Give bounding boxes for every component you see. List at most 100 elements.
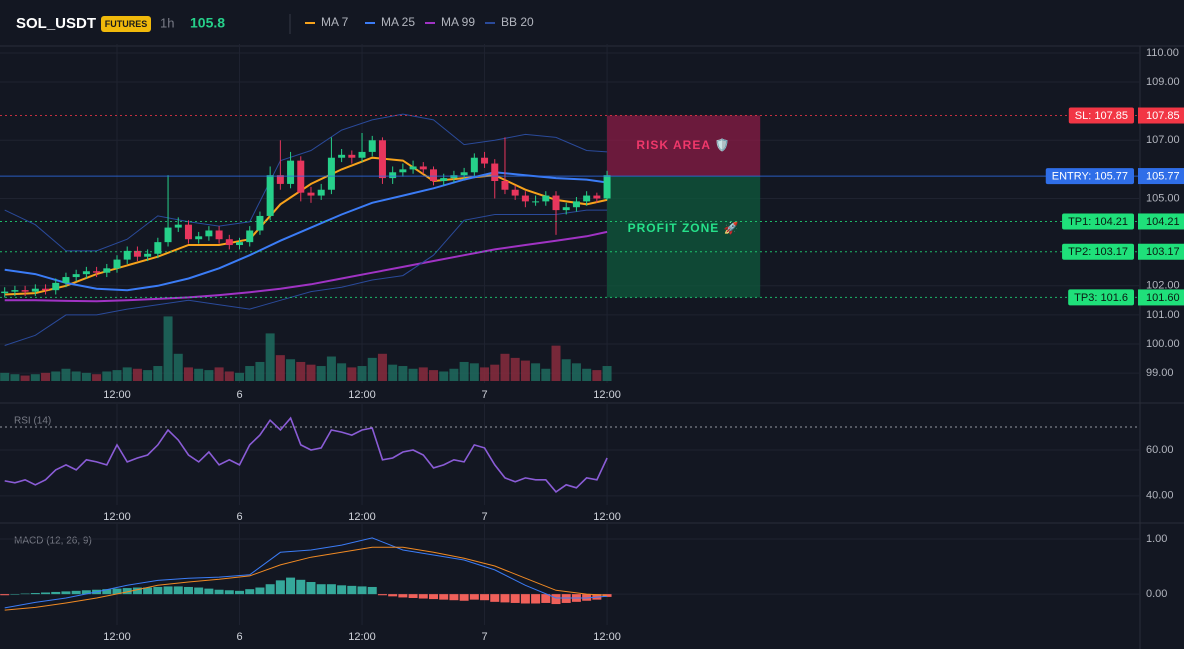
candle-body (450, 175, 458, 179)
macd-histogram-bar (388, 594, 398, 597)
x-tick-label: 12:00 (348, 511, 376, 523)
macd-histogram-bar (122, 588, 132, 595)
candle-body (225, 239, 233, 246)
candle-body (123, 250, 131, 260)
volume-bar (306, 364, 316, 381)
legend-label: MA 7 (321, 15, 349, 29)
macd-histogram-bar (71, 590, 81, 595)
macd-histogram-bar (469, 594, 479, 600)
candle-body (552, 195, 560, 211)
volume-bar (571, 363, 581, 381)
volume-bar (367, 357, 377, 381)
volume-bar (296, 361, 306, 381)
macd-histogram-bar (316, 584, 326, 595)
candle-body (399, 169, 407, 173)
candle-body (236, 242, 244, 246)
candle-body (481, 157, 489, 164)
macd-histogram-bar (408, 594, 418, 598)
volume-bar (112, 370, 122, 381)
indicator-line (4, 209, 608, 346)
candle-body (470, 157, 478, 173)
axis-tag-bg (1138, 168, 1184, 185)
macd-histogram-bar (61, 591, 71, 595)
candle-body (460, 172, 468, 176)
candle-body (164, 227, 172, 243)
candle-body (572, 201, 580, 208)
candle-body (21, 290, 29, 292)
candle-body (521, 195, 529, 202)
macd-histogram-bar (377, 594, 387, 596)
volume-bar (183, 367, 193, 381)
axis-tag-bg (1138, 213, 1184, 230)
macd-histogram-bar (204, 588, 214, 595)
volume-bar (255, 361, 265, 381)
volume-bar (602, 366, 612, 381)
candle-body (542, 195, 550, 202)
candle-body (603, 175, 611, 199)
candle-body (389, 172, 397, 179)
macd-histogram-bar (0, 594, 10, 596)
indicator-line (4, 113, 608, 252)
volume-bar (51, 371, 61, 381)
y-tick-label: 101.00 (1146, 309, 1180, 321)
legend-label: MA 25 (381, 15, 415, 29)
volume-bar (520, 360, 530, 381)
macd-histogram-bar (112, 588, 122, 595)
volume-bar (163, 316, 173, 381)
macd-histogram-bar (10, 594, 20, 595)
macd-histogram-bar (541, 594, 551, 603)
macd-histogram-bar (296, 579, 306, 595)
candle-body (327, 157, 335, 190)
macd-histogram-bar (439, 594, 449, 600)
x-tick-label: 7 (481, 631, 487, 643)
macd-histogram-bar (582, 594, 592, 601)
x-tick-label: 6 (236, 511, 242, 523)
y-tick-label: 100.00 (1146, 338, 1180, 350)
macd-histogram-bar (30, 593, 40, 595)
macd-histogram-bar (286, 577, 296, 595)
macd-histogram-bar (224, 590, 234, 595)
candle-body (174, 224, 182, 228)
candle-body (215, 230, 223, 240)
badge: FUTURES (105, 19, 148, 29)
level-tag: SL: 107.85 (1075, 110, 1128, 122)
volume-bar (10, 374, 20, 381)
macd-histogram-bar (459, 594, 469, 601)
x-tick-label: 7 (481, 389, 487, 401)
volume-bar (61, 368, 71, 381)
indicator-line (4, 171, 608, 292)
level-tag-bg (1045, 168, 1134, 185)
macd-histogram-bar (337, 585, 347, 595)
macd-histogram-bar (326, 584, 336, 595)
candle-body (287, 160, 295, 184)
macd-line (4, 537, 608, 609)
candle-body (338, 154, 346, 158)
candle-body (154, 242, 162, 254)
volume-bar (377, 353, 387, 381)
rsi-title: RSI (14) (14, 416, 51, 427)
volume-bar (0, 372, 10, 381)
volume-bar (347, 367, 357, 381)
volume-bar (92, 374, 102, 381)
level-tag: TP3: 101.6 (1074, 292, 1128, 304)
legend-label: BB 20 (501, 15, 534, 29)
symbol: SOL_USDT (16, 15, 96, 32)
volume-bar (153, 366, 163, 381)
y-tick-label: 107.00 (1146, 134, 1180, 146)
candle-body (144, 253, 152, 257)
macd-title: MACD (12, 26, 9) (14, 536, 92, 547)
y-tick-label: 0.00 (1146, 588, 1167, 600)
volume-bar (490, 364, 500, 381)
candle-body (378, 140, 386, 179)
volume-bar (275, 355, 285, 381)
volume-bar (388, 364, 398, 381)
candle-body (429, 169, 437, 182)
axis-tag: 105.77 (1146, 170, 1180, 182)
macd-histogram-bar (245, 589, 255, 595)
axis-tag: 101.60 (1146, 292, 1180, 304)
y-tick-label: 109.00 (1146, 76, 1180, 88)
candle-body (511, 189, 519, 196)
macd-histogram-bar (20, 593, 30, 595)
